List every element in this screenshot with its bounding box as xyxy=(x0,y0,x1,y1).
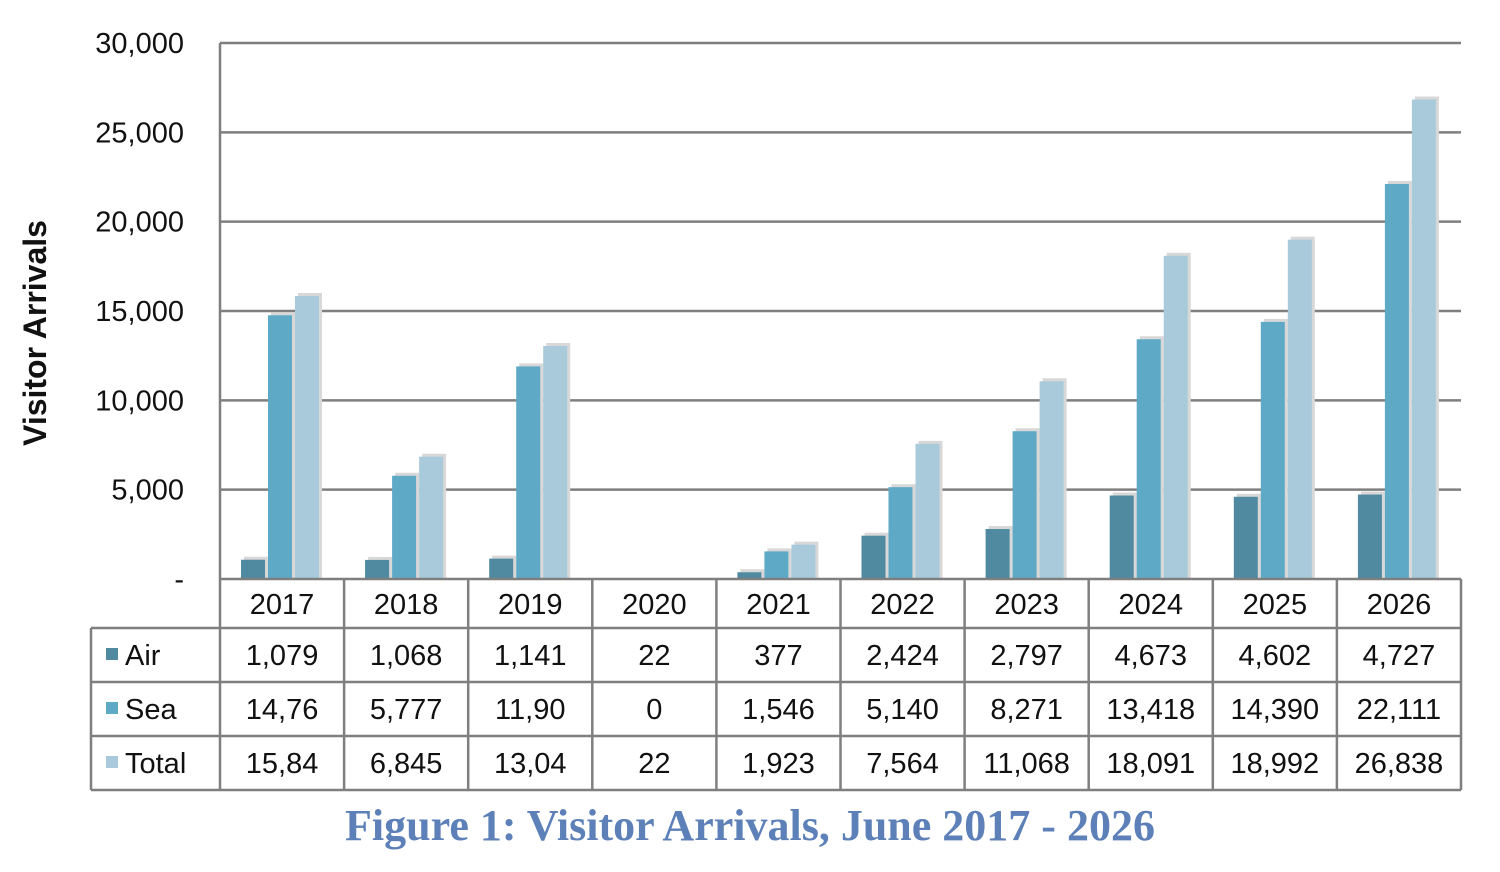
table-cell: 11,90 xyxy=(495,694,565,726)
table-cell: 377 xyxy=(754,640,802,672)
y-tick-label: 10,000 xyxy=(95,385,184,417)
bar-total-2022 xyxy=(915,443,940,579)
table-cell: 18,091 xyxy=(1106,748,1195,780)
bar-total-2023 xyxy=(1039,381,1064,579)
bar-total-2025 xyxy=(1287,239,1312,579)
bar-sea-2025 xyxy=(1260,321,1285,579)
bar-total-2026 xyxy=(1411,99,1436,580)
table-cell: 15,84 xyxy=(246,748,319,780)
legend-label: Air xyxy=(125,640,161,672)
table-cell: 6,845 xyxy=(370,748,443,780)
table-cell: 13,04 xyxy=(494,748,567,780)
bar-sea-2017 xyxy=(268,315,292,579)
legend-label: Total xyxy=(125,748,186,780)
bar-total-2017 xyxy=(295,295,319,579)
y-tick-label: 5,000 xyxy=(111,475,184,507)
table-cell: 1,079 xyxy=(246,640,319,672)
y-axis-label: Visitor Arrivals xyxy=(17,220,53,446)
bar-total-2021 xyxy=(791,544,816,579)
table-cell: 4,602 xyxy=(1239,640,1312,672)
table-cell: 13,418 xyxy=(1106,694,1195,726)
table-cell: 1,068 xyxy=(370,640,443,672)
bar-air-2019 xyxy=(489,558,514,579)
gridlines xyxy=(218,41,1461,579)
bar-total-2024 xyxy=(1163,255,1188,579)
x-tick-label: 2025 xyxy=(1243,589,1308,621)
bar-total-2019 xyxy=(543,346,568,579)
table-cell: 14,76 xyxy=(246,694,319,726)
y-tick-label: 15,000 xyxy=(95,296,184,328)
x-tick-label: 2018 xyxy=(374,589,439,621)
legend-key-total xyxy=(106,756,118,768)
x-tick-label: 2020 xyxy=(622,589,687,621)
table-cell: 22 xyxy=(638,748,670,780)
bar-total-2018 xyxy=(419,456,444,579)
y-tick-label: 20,000 xyxy=(95,207,184,239)
table-cell: 5,140 xyxy=(866,694,939,726)
table-cell: 22,111 xyxy=(1357,694,1441,726)
bar-sea-2021 xyxy=(764,551,789,579)
table-cell: 26,838 xyxy=(1355,748,1444,780)
legend-label: Sea xyxy=(125,694,177,726)
bar-air-2024 xyxy=(1109,495,1134,579)
table-cell: 11,068 xyxy=(983,748,1070,780)
table-cell: 4,673 xyxy=(1114,640,1187,672)
x-tick-label: 2023 xyxy=(994,589,1059,621)
bar-air-2017 xyxy=(241,559,265,579)
table-cell: 18,992 xyxy=(1230,748,1319,780)
y-axis-ticks: - 5,000 10,000 15,000 20,000 25,000 30,000 xyxy=(95,28,184,596)
table-cell: 14,390 xyxy=(1230,694,1319,726)
y-tick-label: - xyxy=(174,564,184,596)
bar-air-2022 xyxy=(861,535,886,579)
legend-key-sea xyxy=(106,702,118,714)
table-cell: 22 xyxy=(638,640,670,672)
table-cell: 8,271 xyxy=(990,694,1063,726)
table-cell: 2,424 xyxy=(866,640,939,672)
y-tick-label: 30,000 xyxy=(95,28,184,60)
x-tick-label: 2026 xyxy=(1367,589,1432,621)
bar-sea-2019 xyxy=(516,366,541,579)
bar-air-2021 xyxy=(737,572,762,579)
bar-sea-2023 xyxy=(1012,431,1037,579)
table-cell: 1,546 xyxy=(742,694,815,726)
legend-key-air xyxy=(106,648,118,660)
figure-caption: Figure 1: Visitor Arrivals, June 2017 - … xyxy=(345,801,1155,850)
table-cell: 5,777 xyxy=(370,694,443,726)
x-tick-label: 2024 xyxy=(1118,589,1183,621)
bar-sea-2018 xyxy=(392,475,417,579)
bar-air-2023 xyxy=(985,529,1010,579)
table-cell: 1,141 xyxy=(494,640,567,672)
bar-air-2018 xyxy=(365,559,390,579)
bar-air-2025 xyxy=(1233,496,1258,579)
bar-sea-2022 xyxy=(888,487,913,579)
x-tick-label: 2021 xyxy=(746,589,811,621)
bar-sea-2024 xyxy=(1136,339,1161,579)
bar-air-2026 xyxy=(1357,494,1382,579)
table-cell: 1,923 xyxy=(742,748,815,780)
x-tick-label: 2017 xyxy=(250,589,315,621)
visitor-arrivals-chart: Visitor Arrivals - 5,000 10,000 15,000 20,00… xyxy=(17,28,1463,792)
table-cell: 0 xyxy=(646,694,662,726)
x-tick-label: 2022 xyxy=(870,589,935,621)
data-table: 2017 2018 2019 2020 2021 2022 2023 2024 2025 2026… xyxy=(89,577,1463,792)
x-tick-label: 2019 xyxy=(498,589,563,621)
bars xyxy=(241,96,1439,580)
table-cell: 2,797 xyxy=(990,640,1063,672)
table-cell: 7,564 xyxy=(866,748,939,780)
y-tick-label: 25,000 xyxy=(95,117,184,149)
table-cell: 4,727 xyxy=(1363,640,1436,672)
bar-sea-2026 xyxy=(1384,183,1409,579)
